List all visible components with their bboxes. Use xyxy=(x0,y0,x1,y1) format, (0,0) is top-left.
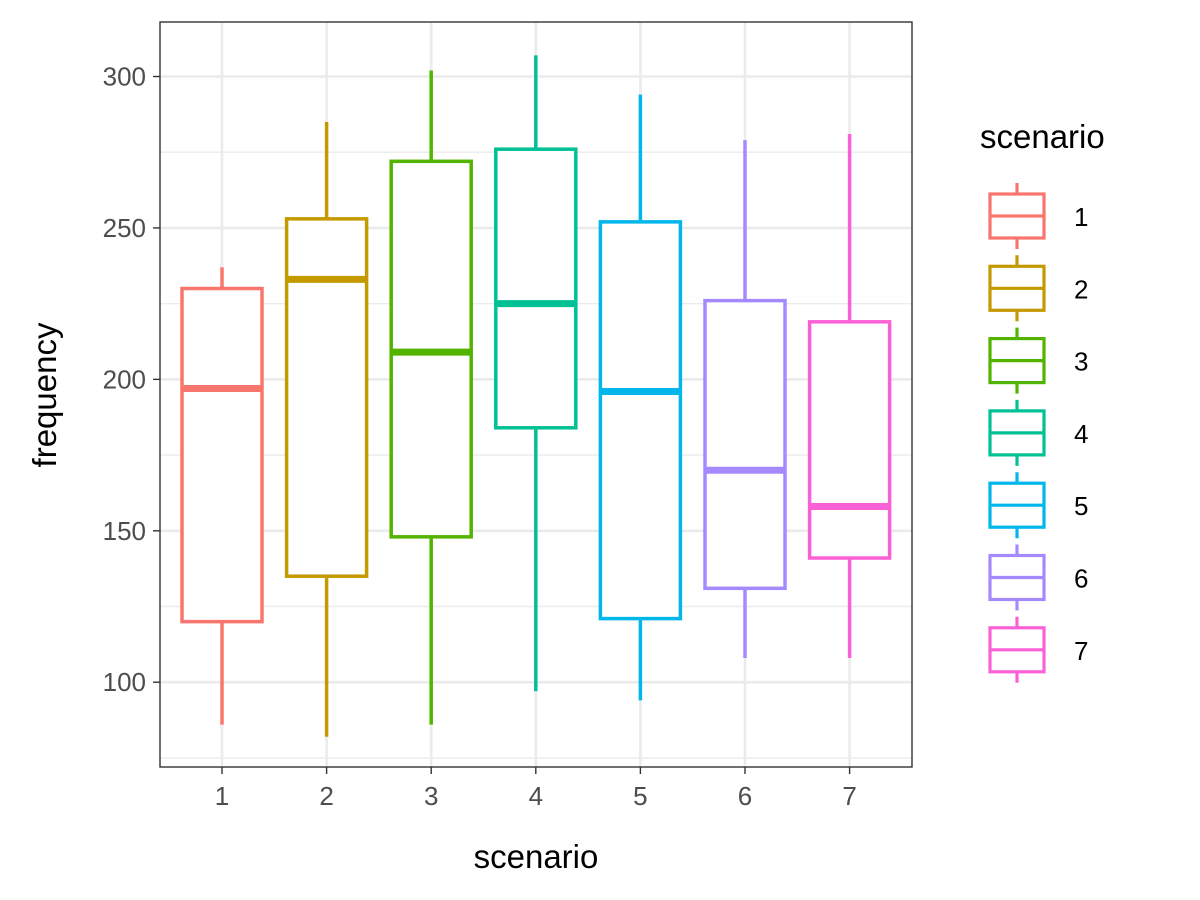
legend-item-7: 7 xyxy=(988,616,1088,683)
x-tick-label: 1 xyxy=(215,781,229,811)
legend-label: 3 xyxy=(1074,347,1088,377)
y-tick-label: 200 xyxy=(103,364,146,394)
x-tick-label: 2 xyxy=(319,781,333,811)
box-scenario-3 xyxy=(389,70,473,725)
box-scenario-1 xyxy=(180,267,264,725)
y-tick-label: 300 xyxy=(103,62,146,92)
x-tick-label: 6 xyxy=(738,781,752,811)
legend-label: 1 xyxy=(1074,202,1088,232)
iqr-box xyxy=(180,286,264,624)
legend-item-3: 3 xyxy=(988,327,1088,394)
box-layer xyxy=(180,55,892,737)
y-axis-title: frequency xyxy=(26,322,63,467)
legend-label: 6 xyxy=(1074,564,1088,594)
box-scenario-2 xyxy=(284,121,369,737)
axis-layer: 100 150 200 250 300 1 2 3 4 5 6 7 xyxy=(103,62,857,811)
y-tick-label: 100 xyxy=(103,667,146,697)
legend-label: 7 xyxy=(1074,636,1088,666)
y-tick-label: 250 xyxy=(103,213,146,243)
iqr-box xyxy=(494,147,578,430)
box-scenario-5 xyxy=(598,94,683,701)
legend: scenario 1 2 3 4 5 6 7 xyxy=(980,118,1105,683)
x-tick-label: 5 xyxy=(633,781,647,811)
iqr-box xyxy=(703,298,787,591)
iqr-box xyxy=(598,220,683,621)
legend-item-4: 4 xyxy=(988,399,1088,466)
box-scenario-7 xyxy=(807,134,892,658)
box-scenario-6 xyxy=(703,140,787,658)
legend-item-1: 1 xyxy=(988,183,1088,249)
x-tick-label: 3 xyxy=(424,781,438,811)
iqr-box xyxy=(284,217,369,578)
y-tick-label: 150 xyxy=(103,516,146,546)
iqr-box xyxy=(807,320,892,560)
legend-label: 2 xyxy=(1074,274,1088,304)
box-scenario-4 xyxy=(494,55,578,692)
legend-item-5: 5 xyxy=(988,472,1088,539)
legend-title: scenario xyxy=(980,118,1105,155)
legend-item-6: 6 xyxy=(988,544,1088,611)
x-tick-label: 4 xyxy=(529,781,543,811)
legend-label: 4 xyxy=(1074,419,1088,449)
x-axis-title: scenario xyxy=(474,838,599,875)
x-tick-label: 7 xyxy=(842,781,856,811)
legend-label: 5 xyxy=(1074,491,1088,521)
legend-item-2: 2 xyxy=(988,255,1088,322)
